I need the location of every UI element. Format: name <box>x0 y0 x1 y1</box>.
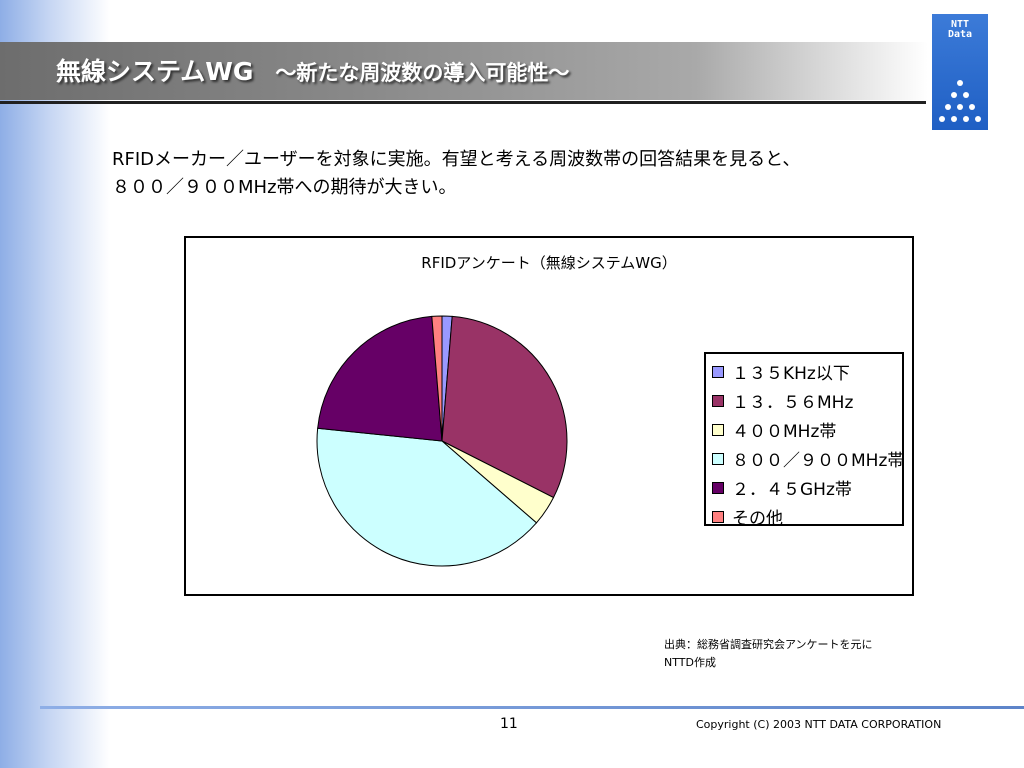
title-underline <box>0 101 926 104</box>
legend-item: その他 <box>712 502 902 531</box>
legend-label: ４００MHz帯 <box>732 422 837 442</box>
page-number: 11 <box>500 716 518 732</box>
source-note: 出典：総務省調査研究会アンケートを元に NTTD作成 <box>664 636 873 672</box>
chart-title: RFIDアンケート（無線システムWG） <box>421 254 677 272</box>
title-subtitle: ～新たな周波数の導入可能性～ <box>275 61 570 85</box>
legend-swatch <box>712 510 724 523</box>
legend-label: １３．５６MHz <box>732 393 854 413</box>
pie-slice-2 <box>441 315 568 499</box>
logo-text-line2: Data <box>947 29 973 40</box>
legend-item: １３．５６MHz <box>712 386 902 415</box>
logo-dots-icon <box>939 80 981 122</box>
ntt-data-logo: NTT Data <box>932 14 988 130</box>
copyright-text: Copyright (C) 2003 NTT DATA CORPORATION <box>696 718 942 731</box>
pie-slice-4 <box>316 427 538 567</box>
logo-text-line1: NTT <box>950 19 970 30</box>
legend-swatch <box>712 423 724 436</box>
title-main: 無線システムWG <box>56 57 254 86</box>
source-line-1: 出典：総務省調査研究会アンケートを元に <box>664 638 873 651</box>
legend-label: ８００／９００MHz帯 <box>732 451 905 471</box>
legend-label: １３５KHz以下 <box>732 364 850 384</box>
legend-item: ４００MHz帯 <box>712 415 902 444</box>
logo-text: NTT Data <box>932 20 988 40</box>
intro-line-2: ８００／９００MHz帯への期待が大きい。 <box>112 177 457 198</box>
pie-slice-6 <box>431 315 443 442</box>
source-line-2: NTTD作成 <box>664 656 716 669</box>
pie-chart-frame: RFIDアンケート（無線システムWG） １３５KHz以下 １３．５６MHz ４００M… <box>184 236 914 596</box>
intro-text: RFIDメーカー／ユーザーを対象に実施。有望と考える周波数帯の回答結果を見ると、… <box>112 146 942 202</box>
intro-line-1: RFIDメーカー／ユーザーを対象に実施。有望と考える周波数帯の回答結果を見ると、 <box>112 149 801 170</box>
title-bar <box>0 42 928 100</box>
legend-item: ８００／９００MHz帯 <box>712 444 905 473</box>
pie-slice-5 <box>317 315 443 442</box>
left-gradient-band <box>0 0 110 768</box>
chart-legend: １３５KHz以下 １３．５６MHz ４００MHz帯 ８００／９００MHz帯 ２．４５GH… <box>704 352 905 529</box>
pie-chart <box>316 315 568 567</box>
legend-item: ２．４５GHz帯 <box>712 473 902 502</box>
footer-line <box>40 706 1024 709</box>
legend-label: ２．４５GHz帯 <box>732 480 852 500</box>
legend-label: その他 <box>732 509 783 529</box>
legend-item: １３５KHz以下 <box>712 357 902 386</box>
legend-swatch <box>712 394 724 407</box>
legend-swatch <box>712 481 724 494</box>
legend-swatch <box>712 365 724 378</box>
legend-swatch <box>712 452 724 465</box>
slide-title: 無線システムWG ～新たな周波数の導入可能性～ <box>56 54 569 90</box>
